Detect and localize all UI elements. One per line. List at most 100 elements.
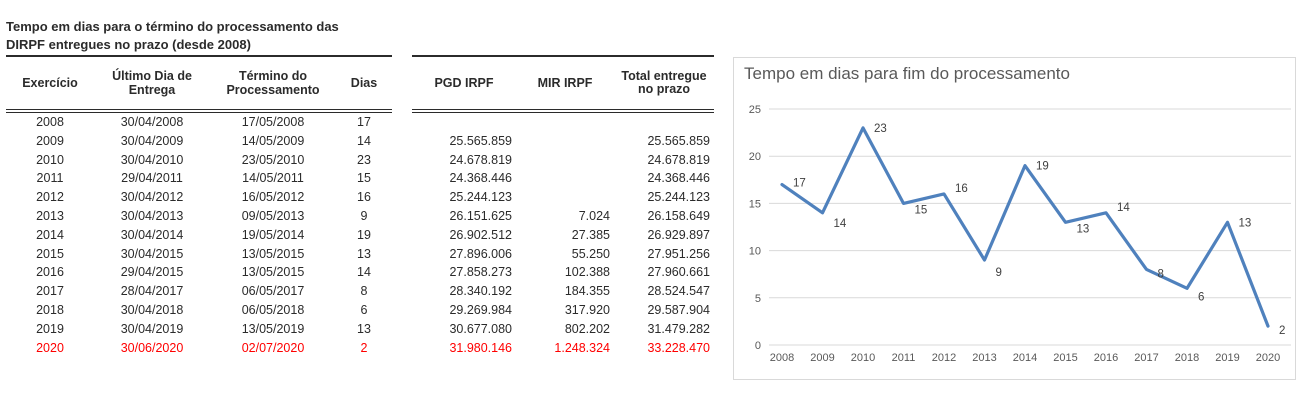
- left-table-rows: 2008 30/04/2008 17/05/2008 17 2009 30/04/2009…: [6, 113, 392, 357]
- cell-exercicio: 2008: [36, 115, 64, 129]
- left-table-title-line1: Tempo em dias para o término do processa…: [6, 19, 339, 34]
- cell-dias: 8: [360, 284, 368, 299]
- table-row: 2014 30/04/2014 19/05/2014 19: [6, 226, 392, 245]
- svg-text:2011: 2011: [892, 352, 916, 364]
- svg-text:2014: 2014: [1013, 352, 1037, 364]
- cell-exercicio: 2015: [36, 246, 64, 261]
- left-table-header: Exercício Último Dia de Entrega Término …: [6, 57, 392, 113]
- cell-dias: 23: [357, 152, 371, 167]
- cell-dias: 17: [357, 115, 371, 129]
- svg-text:19: 19: [1036, 161, 1049, 173]
- cell-mir: 184.355: [564, 284, 610, 299]
- table-row: 28.340.192 184.355 28.524.547: [412, 282, 714, 301]
- col-header-mir: MIR IRPF: [537, 75, 593, 90]
- table-row: 24.368.446 24.368.446: [412, 169, 714, 188]
- svg-text:2008: 2008: [770, 352, 794, 364]
- svg-text:2009: 2009: [810, 352, 834, 364]
- totals-table: PGD IRPF MIR IRPF Total entregue no praz…: [412, 55, 714, 357]
- cell-mir: 317.920: [564, 302, 610, 317]
- cell-termino: 17/05/2008: [241, 115, 305, 129]
- left-table-title: Tempo em dias para o término do processa…: [6, 18, 392, 57]
- table-row: 2011 29/04/2011 14/05/2011 15: [6, 169, 392, 188]
- cell-entrega: 30/04/2013: [120, 208, 184, 223]
- table-row: 2017 28/04/2017 06/05/2017 8: [6, 282, 392, 301]
- cell-entrega: 30/04/2008: [120, 115, 184, 129]
- cell-pgd: [412, 113, 516, 132]
- cell-mir: 1.248.324: [554, 340, 610, 355]
- cell-pgd: 28.340.192: [449, 284, 512, 299]
- cell-exercicio: 2009: [36, 133, 64, 148]
- cell-total: 24.368.446: [647, 171, 710, 186]
- cell-total: 25.565.859: [647, 133, 710, 148]
- cell-termino: 13/05/2015: [241, 265, 305, 280]
- cell-dias: 9: [360, 208, 368, 223]
- table-row: [412, 113, 714, 132]
- cell-dias: 13: [357, 321, 371, 336]
- table-row: 27.896.006 55.250 27.951.256: [412, 245, 714, 264]
- table-row: 27.858.273 102.388 27.960.661: [412, 263, 714, 282]
- table-row: 31.980.146 1.248.324 33.228.470: [412, 339, 714, 358]
- processing-time-table: Tempo em dias para o término do processa…: [6, 18, 392, 357]
- cell-pgd: 27.896.006: [449, 246, 512, 261]
- svg-text:2018: 2018: [1175, 352, 1199, 364]
- svg-text:14: 14: [834, 218, 847, 230]
- line-chart: 0 5 10 15 20 25 2008 2009 2010 2011 2012 2013 2014 20…: [733, 57, 1296, 380]
- cell-mir: 55.250: [571, 246, 610, 261]
- cell-total: 26.929.897: [647, 227, 710, 242]
- table-row: 2009 30/04/2009 14/05/2009 14: [6, 132, 392, 151]
- cell-total: 28.524.547: [647, 284, 710, 299]
- svg-text:6: 6: [1198, 291, 1204, 303]
- cell-mir: [516, 113, 614, 132]
- col-header-pgd: PGD IRPF: [434, 75, 494, 90]
- svg-text:2017: 2017: [1134, 352, 1158, 364]
- cell-entrega: 30/04/2009: [120, 133, 184, 148]
- left-table-title-line2: DIRPF entregues no prazo (desde 2008): [6, 37, 251, 52]
- cell-total: 24.678.819: [647, 152, 710, 167]
- cell-entrega: 30/06/2020: [120, 340, 184, 355]
- svg-text:9: 9: [996, 267, 1002, 279]
- svg-text:17: 17: [793, 178, 806, 190]
- table-row: 25.244.123 25.244.123: [412, 188, 714, 207]
- cell-entrega: 30/04/2015: [120, 246, 184, 261]
- cell-entrega: 30/04/2010: [120, 152, 184, 167]
- cell-termino: 13/05/2019: [241, 321, 305, 336]
- cell-mir: 102.388: [564, 265, 610, 280]
- cell-pgd: 24.678.819: [449, 152, 512, 167]
- cell-entrega: 29/04/2015: [120, 265, 184, 280]
- cell-total: 33.228.470: [647, 340, 710, 355]
- svg-text:2012: 2012: [932, 352, 956, 364]
- table-row: 30.677.080 802.202 31.479.282: [412, 320, 714, 339]
- chart-title: Tempo em dias para fim do processamento: [744, 64, 1070, 83]
- cell-exercicio: 2013: [36, 208, 64, 223]
- cell-dias: 16: [357, 190, 371, 205]
- cell-exercicio: 2012: [36, 190, 64, 205]
- table-row: 2012 30/04/2012 16/05/2012 16: [6, 188, 392, 207]
- table-row: 2016 29/04/2015 13/05/2015 14: [6, 263, 392, 282]
- svg-text:2013: 2013: [972, 352, 996, 364]
- cell-mir: 802.202: [564, 321, 610, 336]
- cell-termino: 14/05/2011: [242, 171, 304, 186]
- chart-svg: 0 5 10 15 20 25 2008 2009 2010 2011 2012 2013 2014 20…: [749, 104, 1291, 364]
- cell-mir: [516, 169, 614, 188]
- cell-total: 25.244.123: [647, 190, 710, 205]
- cell-pgd: 31.980.146: [449, 340, 512, 355]
- cell-total: [614, 113, 714, 132]
- svg-text:15: 15: [915, 204, 928, 216]
- table-row: 2013 30/04/2013 09/05/2013 9: [6, 207, 392, 226]
- col-header-total: Total entregue no prazo: [621, 69, 707, 96]
- cell-entrega: 30/04/2018: [120, 302, 184, 317]
- svg-text:2010: 2010: [851, 352, 875, 364]
- cell-dias: 14: [357, 265, 371, 280]
- table-row: 2010 30/04/2010 23/05/2010 23: [6, 151, 392, 170]
- svg-text:14: 14: [1117, 202, 1130, 214]
- middle-table-rows: 25.565.859 25.565.859 24.678.819 24.678.819…: [412, 113, 714, 357]
- svg-text:16: 16: [955, 183, 968, 195]
- cell-termino: 14/05/2009: [241, 133, 305, 148]
- cell-entrega: 28/04/2017: [120, 284, 184, 299]
- cell-exercicio: 2014: [36, 227, 64, 242]
- cell-pgd: 26.151.625: [449, 208, 512, 223]
- table-row: 24.678.819 24.678.819: [412, 151, 714, 170]
- cell-mir: [516, 188, 614, 207]
- cell-dias: 2: [360, 340, 368, 355]
